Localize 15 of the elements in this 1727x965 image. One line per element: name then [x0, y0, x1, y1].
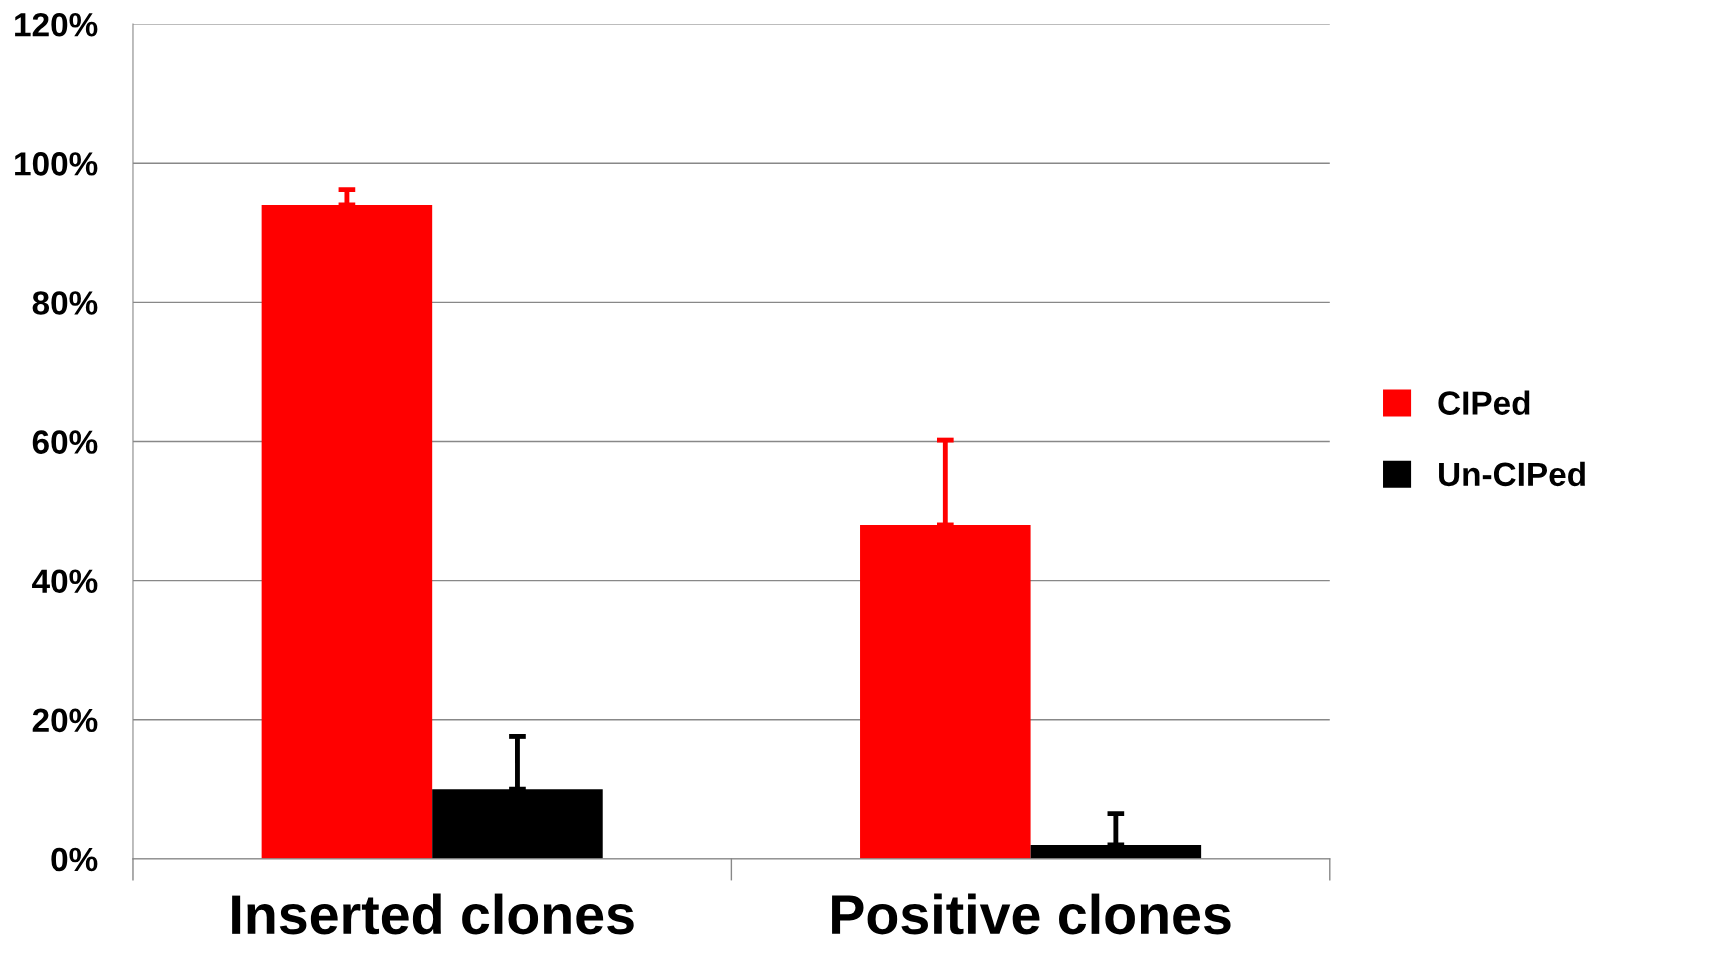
y-tick-label: 20%	[32, 708, 98, 733]
y-tick-label: 40%	[32, 569, 98, 594]
y-tick-label: 80%	[32, 291, 98, 315]
y-tick-label: 60%	[32, 430, 98, 454]
bar	[1030, 844, 1202, 859]
x-tick-label: Positive clones	[832, 893, 1231, 935]
bar	[261, 204, 433, 859]
x-tick-label: Inserted clones	[232, 893, 634, 935]
legend-label: Un-CIPed	[1439, 461, 1585, 487]
bar	[432, 789, 603, 859]
y-tick-label: 0%	[51, 847, 98, 872]
legend-label: CIPed	[1438, 390, 1530, 415]
bar	[860, 524, 1031, 859]
y-tick-label: 100%	[15, 152, 98, 176]
y-tick-label: 120%	[15, 12, 98, 37]
